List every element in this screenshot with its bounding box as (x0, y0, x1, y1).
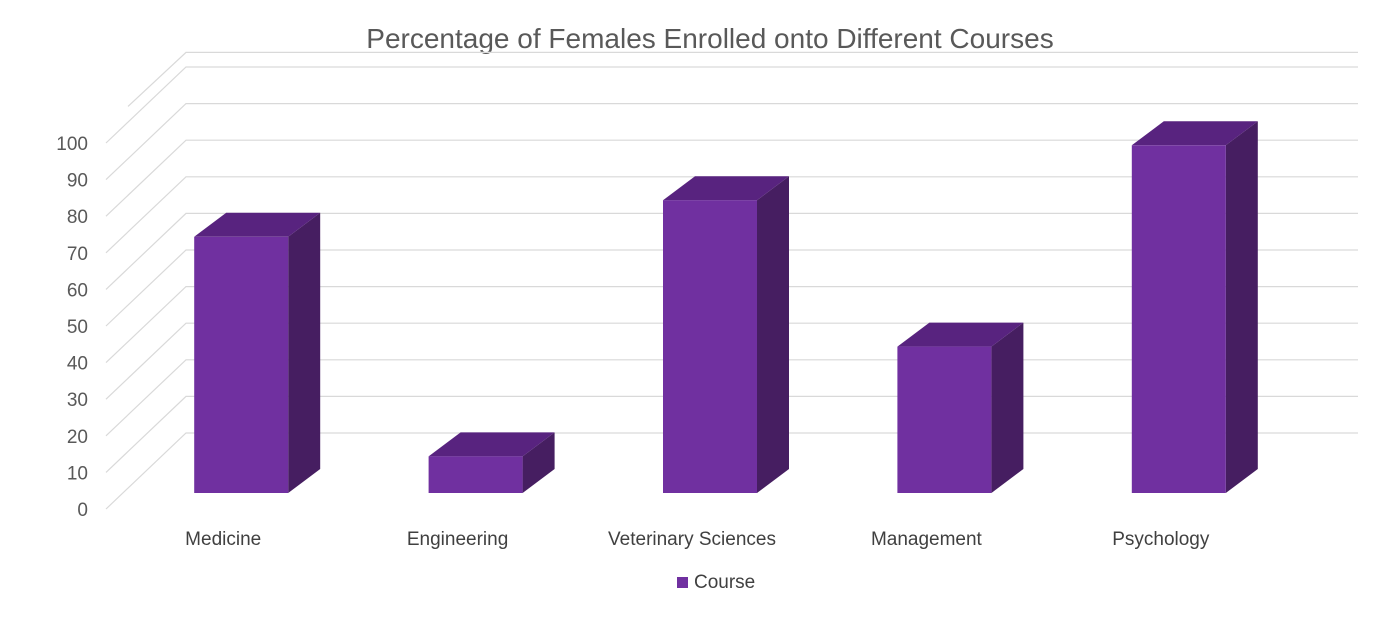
bar (663, 176, 789, 493)
bar-top (1131, 121, 1258, 146)
y-tick-label: 100 (56, 134, 88, 155)
x-tick-label: Management (871, 529, 983, 550)
bar-side (991, 322, 1024, 493)
legend: Course (677, 572, 755, 593)
bar-front (897, 346, 992, 493)
gridline (105, 103, 1358, 181)
bar (897, 322, 1024, 493)
y-tick-label: 20 (67, 427, 88, 448)
gridline (105, 212, 1358, 290)
y-tick-label: 30 (67, 390, 88, 411)
bar-side (1225, 121, 1258, 494)
bar-side (522, 432, 555, 493)
y-tick-label: 80 (67, 207, 88, 228)
bar (428, 432, 555, 493)
y-axis-ticks: 0 10 20 30 40 50 60 70 80 90 100 (56, 134, 88, 521)
y-tick-label: 70 (67, 244, 88, 265)
y-tick-label: 40 (67, 354, 88, 375)
bar-top (194, 212, 321, 237)
bar-top (663, 176, 789, 201)
y-tick-label: 90 (67, 171, 88, 192)
gridline (105, 286, 1358, 364)
bar-front (194, 236, 289, 494)
bar-top (428, 432, 555, 457)
y-tick-label: 10 (67, 463, 88, 484)
x-tick-label: Veterinary Sciences (608, 529, 776, 550)
x-tick-label: Engineering (407, 529, 508, 550)
bar-side (288, 212, 321, 494)
bar-top (897, 322, 1024, 347)
legend-label: Course (694, 572, 755, 593)
bar (1131, 121, 1258, 494)
legend-swatch (677, 577, 688, 588)
gridline (105, 176, 1358, 254)
bar-side (757, 176, 789, 493)
y-tick-label: 0 (77, 500, 88, 521)
bar (194, 212, 321, 494)
gridline (105, 139, 1358, 217)
gridline (105, 249, 1358, 327)
y-tick-label: 50 (67, 317, 88, 338)
bar-front (663, 200, 757, 493)
x-tick-label: Medicine (185, 529, 261, 550)
bars (194, 121, 1258, 494)
bar-front (428, 456, 523, 493)
y-tick-label: 60 (67, 280, 88, 301)
x-axis-labels: Medicine Engineering Veterinary Sciences Ma… (185, 529, 1210, 550)
gridline (127, 51, 1358, 107)
gridlines (105, 51, 1358, 510)
chart-title: Percentage of Females Enrolled onto Diff… (366, 23, 1053, 54)
x-tick-label: Psychology (1112, 529, 1210, 550)
gridline (105, 66, 1358, 144)
bar-front (1131, 145, 1226, 494)
